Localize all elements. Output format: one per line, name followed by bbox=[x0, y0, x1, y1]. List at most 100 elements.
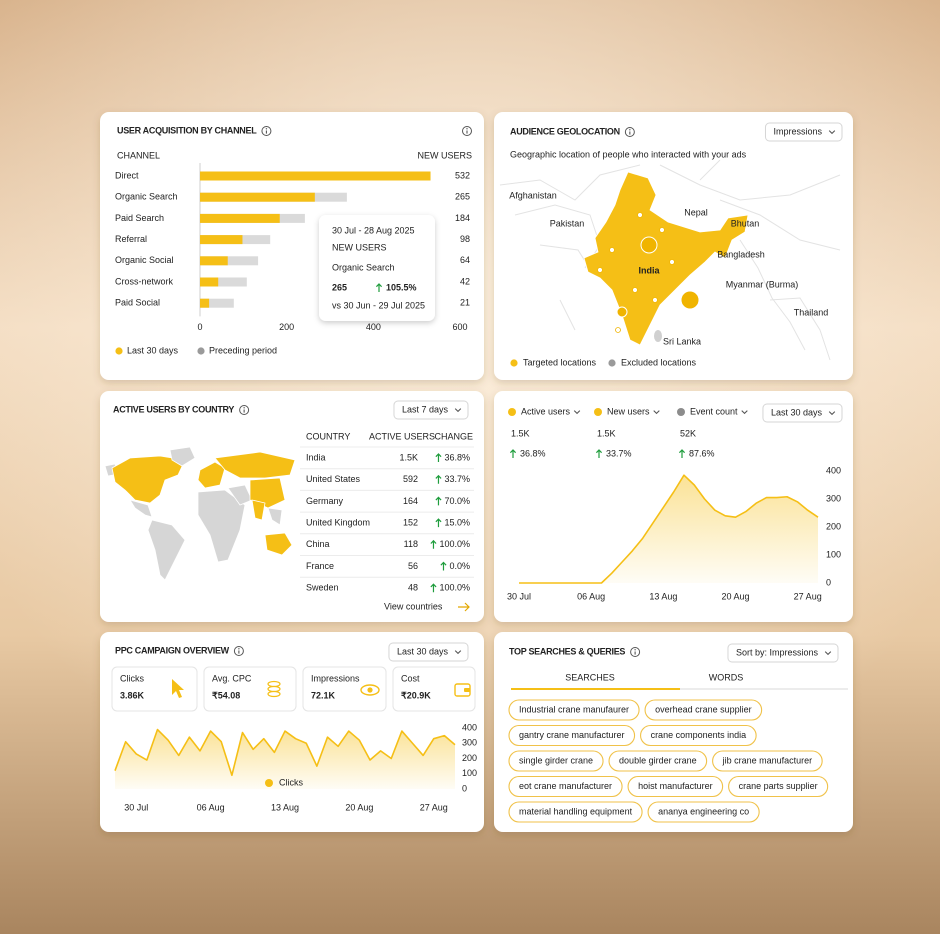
metric-change: 36.8% bbox=[520, 448, 546, 458]
dropdown[interactable]: Last 7 days bbox=[393, 400, 469, 420]
country-name: France bbox=[306, 561, 334, 571]
y-tick-label: 200 bbox=[826, 521, 841, 531]
change: 70.0% bbox=[444, 496, 470, 506]
chip[interactable]: single girder crane bbox=[508, 750, 604, 772]
y-tick-label: 100 bbox=[462, 768, 477, 778]
chip-border bbox=[508, 775, 623, 798]
map-land bbox=[129, 499, 153, 518]
chip[interactable]: hoist manufacturer bbox=[627, 775, 724, 798]
chip[interactable]: crane components india bbox=[640, 724, 757, 747]
country-name: United States bbox=[306, 474, 361, 484]
dropdown[interactable]: Sort by: Impressions bbox=[727, 643, 839, 663]
panel-title: ACTIVE USERS BY COUNTRY bbox=[113, 404, 234, 414]
chip-label: overhead crane supplier bbox=[655, 704, 752, 714]
kpi-label: Avg. CPC bbox=[212, 673, 252, 683]
sri-lanka bbox=[654, 330, 662, 342]
info-icon bbox=[239, 405, 250, 415]
info-ring bbox=[239, 405, 250, 415]
chip[interactable]: crane parts supplier bbox=[728, 775, 829, 798]
value-label: 98 bbox=[460, 234, 470, 244]
y-tick-label: 300 bbox=[826, 493, 841, 503]
chip[interactable]: gantry crane manufacturer bbox=[508, 724, 636, 747]
tab[interactable]: WORDS bbox=[709, 672, 744, 682]
chip[interactable]: overhead crane supplier bbox=[644, 699, 763, 721]
change: 33.7% bbox=[444, 474, 470, 484]
legend-dot bbox=[265, 779, 273, 787]
chip-border bbox=[728, 775, 829, 798]
chip[interactable]: Industrial crane manufaurer bbox=[508, 699, 640, 721]
location-dot bbox=[609, 247, 615, 253]
map-land bbox=[147, 519, 186, 581]
x-tick-label: 400 bbox=[366, 322, 381, 332]
chip-label: ananya engineering co bbox=[658, 806, 749, 816]
bar bbox=[200, 298, 210, 308]
legend-label: Targeted locations bbox=[523, 357, 597, 367]
chip-border bbox=[508, 750, 604, 772]
dropdown-label: Last 7 days bbox=[402, 404, 449, 414]
tooltip-metric: NEW USERS bbox=[332, 242, 387, 252]
kpi-value: ₹20.9K bbox=[401, 690, 431, 700]
dropdown-box bbox=[393, 400, 469, 420]
bar bbox=[200, 171, 431, 181]
map-label: Thailand bbox=[794, 307, 829, 317]
chip[interactable]: eot crane manufacturer bbox=[508, 775, 623, 798]
chevron bbox=[828, 411, 836, 416]
tab[interactable]: SEARCHES bbox=[565, 672, 615, 682]
x-tick-label: 0 bbox=[197, 322, 202, 332]
dropdown[interactable]: Last 30 days bbox=[762, 403, 843, 423]
change: 0.0% bbox=[449, 561, 470, 571]
map-label: Myanmar (Burma) bbox=[726, 279, 799, 289]
y-tick-label: 0 bbox=[462, 783, 467, 793]
chip[interactable]: jib crane manufacturer bbox=[712, 750, 823, 772]
y-tick-label: 200 bbox=[462, 753, 477, 763]
chip[interactable]: double girder crane bbox=[608, 750, 708, 772]
location-bubble bbox=[640, 236, 658, 254]
chevron bbox=[454, 408, 462, 413]
bar bbox=[200, 256, 228, 266]
panel-title: PPC CAMPAIGN OVERVIEW bbox=[115, 645, 230, 655]
chevron bbox=[454, 650, 462, 655]
chevron bbox=[573, 410, 581, 415]
change: 36.8% bbox=[444, 452, 470, 462]
chip[interactable]: material handling equipment bbox=[508, 801, 643, 823]
x-tick-label: 20 Aug bbox=[345, 802, 373, 812]
column-header: NEW USERS bbox=[417, 150, 472, 160]
coins-icon bbox=[267, 690, 281, 698]
map-label: Afghanistan bbox=[509, 190, 557, 200]
map-label: India bbox=[638, 265, 660, 275]
metric-change: 87.6% bbox=[689, 448, 715, 458]
dropdown-label: Last 30 days bbox=[771, 407, 823, 417]
kpi-label: Impressions bbox=[311, 673, 360, 683]
panel-title: TOP SEARCHES & QUERIES bbox=[509, 646, 625, 656]
info-dot bbox=[629, 129, 631, 131]
chip[interactable]: ananya engineering co bbox=[647, 801, 760, 823]
chevron bbox=[824, 651, 832, 656]
country-name: Sweden bbox=[306, 583, 339, 593]
category-label: Referral bbox=[115, 234, 147, 244]
map-border bbox=[659, 164, 841, 201]
value-label: 184 bbox=[455, 213, 470, 223]
legend-dot bbox=[677, 408, 685, 416]
metric-total: 52K bbox=[680, 428, 696, 438]
panel-title: AUDIENCE GEOLOCATION bbox=[510, 126, 620, 136]
kpi-label: Clicks bbox=[120, 673, 144, 683]
dropdown[interactable]: Last 30 days bbox=[388, 642, 469, 662]
chip-border bbox=[627, 775, 724, 798]
wallet-clasp bbox=[464, 688, 470, 692]
up-arrow bbox=[595, 449, 603, 458]
chevron bbox=[828, 130, 836, 135]
map-land bbox=[169, 446, 196, 467]
map-land-targeted bbox=[251, 499, 266, 521]
eye-pupil bbox=[367, 687, 373, 693]
line bbox=[114, 728, 456, 777]
chip-border bbox=[640, 724, 757, 747]
map-label: Nepal bbox=[684, 207, 708, 217]
link-arrow bbox=[458, 602, 470, 612]
view-countries-link[interactable]: View countries bbox=[384, 601, 443, 611]
up-arrow bbox=[435, 496, 442, 506]
dropdown[interactable]: Impressions bbox=[764, 122, 843, 142]
map-land bbox=[197, 489, 246, 563]
legend-dot bbox=[510, 359, 518, 367]
